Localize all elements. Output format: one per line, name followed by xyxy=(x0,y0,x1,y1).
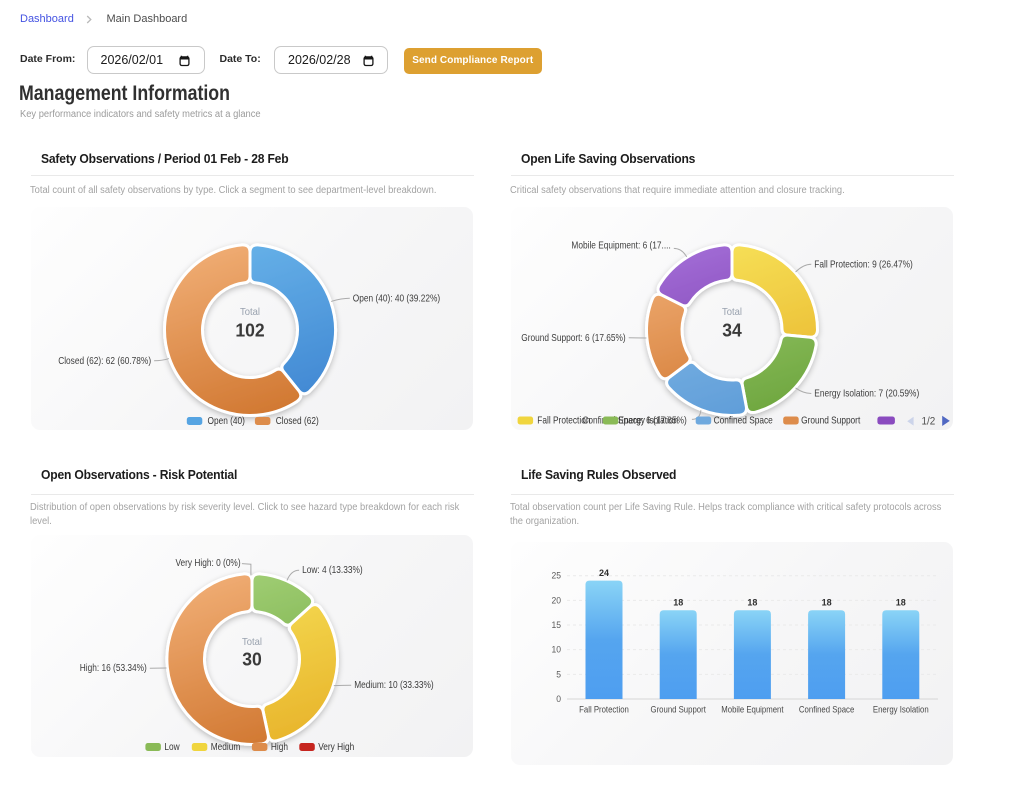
svg-text:Ground Support: Ground Support xyxy=(651,704,707,715)
svg-text:24: 24 xyxy=(599,568,610,578)
svg-text:Energy Isolation: 7 (20.59%): Energy Isolation: 7 (20.59%) xyxy=(814,388,919,399)
svg-text:Fall Protection: Fall Protection xyxy=(537,415,590,426)
svg-text:Fall Protection: 9 (26.47%): Fall Protection: 9 (26.47%) xyxy=(814,259,912,270)
svg-text:Energy Isolation: Energy Isolation xyxy=(619,415,679,426)
svg-text:1/2: 1/2 xyxy=(922,416,936,428)
svg-text:Mobile Equipment: 6 (17....: Mobile Equipment: 6 (17.... xyxy=(571,240,670,251)
svg-text:Energy Isolation: Energy Isolation xyxy=(873,704,929,715)
svg-text:10: 10 xyxy=(551,644,561,654)
svg-text:Closed (62): Closed (62) xyxy=(276,416,319,427)
svg-text:15: 15 xyxy=(551,620,561,630)
svg-text:Open (40): 40 (39.22%): Open (40): 40 (39.22%) xyxy=(353,293,440,304)
svg-text:Low: Low xyxy=(164,742,180,753)
svg-text:Medium: Medium xyxy=(211,742,241,753)
svg-text:18: 18 xyxy=(822,598,832,608)
svg-text:Mobile Equipment: Mobile Equipment xyxy=(721,704,784,715)
svg-text:Total: Total xyxy=(242,636,262,648)
svg-text:18: 18 xyxy=(896,598,906,608)
svg-text:5: 5 xyxy=(556,669,561,679)
svg-text:Confined Space: Confined Space xyxy=(799,704,854,715)
svg-text:102: 102 xyxy=(235,320,264,341)
svg-text:High: 16 (53.34%): High: 16 (53.34%) xyxy=(80,663,147,674)
svg-text:High: High xyxy=(271,742,288,753)
svg-text:Ground Support: 6 (17.65%): Ground Support: 6 (17.65%) xyxy=(521,332,625,343)
svg-text:Very High: Very High xyxy=(318,742,354,753)
svg-text:Total: Total xyxy=(722,306,742,318)
svg-text:18: 18 xyxy=(673,598,683,608)
svg-text:34: 34 xyxy=(722,320,742,341)
svg-text:30: 30 xyxy=(242,649,262,670)
svg-text:Fall Protection: Fall Protection xyxy=(579,704,629,715)
svg-text:Low: 4 (13.33%): Low: 4 (13.33%) xyxy=(302,565,363,576)
svg-text:25: 25 xyxy=(551,570,561,580)
svg-text:Confined Space: Confined Space xyxy=(714,415,773,426)
svg-text:Very High: 0 (0%): Very High: 0 (0%) xyxy=(175,558,240,569)
svg-text:Medium: 10 (33.33%): Medium: 10 (33.33%) xyxy=(354,680,433,691)
svg-text:Open (40): Open (40) xyxy=(208,416,245,427)
svg-text:Ground Support: Ground Support xyxy=(801,415,861,426)
svg-text:Closed (62): 62 (60.78%): Closed (62): 62 (60.78%) xyxy=(58,355,151,366)
svg-text:Confined Space: 6 (17.65%): Confined Space: 6 (17.65%) xyxy=(582,415,686,426)
svg-text:18: 18 xyxy=(747,598,757,608)
svg-text:Total: Total xyxy=(240,306,260,318)
svg-text:20: 20 xyxy=(551,595,561,605)
svg-text:0: 0 xyxy=(556,694,561,704)
